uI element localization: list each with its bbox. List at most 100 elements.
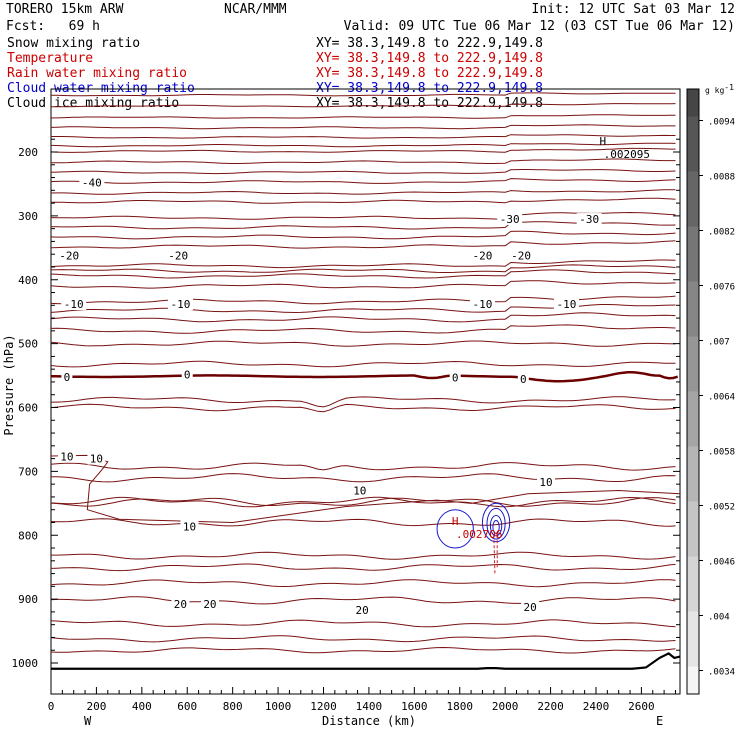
isotherm-line xyxy=(50,360,676,368)
isotherm-line xyxy=(50,189,676,195)
model-title: TORERO 15km ARW xyxy=(6,2,124,17)
colorbar-tick-label: .004 xyxy=(708,613,730,623)
maximum-marker: H xyxy=(599,135,606,148)
isotherm-line xyxy=(51,197,676,204)
isotherm-label-bg xyxy=(497,213,523,226)
isotherm-line xyxy=(50,211,676,220)
cloud-water-contour xyxy=(436,509,474,549)
legend-label: Cloud ice mixing ratio xyxy=(7,96,179,111)
isotherm-label-bg xyxy=(61,370,73,383)
y-tick-label: 200 xyxy=(18,146,38,159)
colorbar-segment xyxy=(687,171,699,227)
maximum-marker: H xyxy=(452,515,459,528)
legend: Snow mixing ratio XY= 38.3,149.8 to 222.9… xyxy=(7,36,543,111)
x-tick-label: 2200 xyxy=(537,700,564,713)
isotherm-label-bg xyxy=(353,603,372,616)
isotherm-label: -30 xyxy=(500,213,520,226)
org-title: NCAR/MMM xyxy=(224,2,287,17)
y-tick-label: 700 xyxy=(18,465,38,478)
colorbar-tick-label: .007 xyxy=(708,338,730,348)
colorbar-frame xyxy=(686,88,700,695)
x-axis-west: W xyxy=(84,714,92,728)
isotherm-line xyxy=(50,124,676,130)
colorbar-tick-label: .0034 xyxy=(708,668,735,678)
cloud-water-contour xyxy=(489,514,503,537)
isotherm-line xyxy=(50,312,676,323)
y-tick-label: 300 xyxy=(18,210,38,223)
x-axis-east: E xyxy=(656,714,663,728)
isotherm-line xyxy=(50,340,676,347)
isotherm-line xyxy=(50,142,676,148)
valid-time: Valid: 09 UTC Tue 06 Mar 12 (03 CST Tue … xyxy=(344,19,735,34)
isotherm-label-bg xyxy=(449,371,461,384)
isotherm-label-bg xyxy=(79,176,105,189)
maximum-value: .002095 xyxy=(604,148,650,161)
x-tick-label: 2000 xyxy=(492,700,519,713)
plot-frame xyxy=(50,88,681,695)
x-axis-label: Distance (km) xyxy=(322,714,416,728)
cloud-water-contour xyxy=(481,502,511,543)
isotherm-line xyxy=(50,518,676,527)
colorbar-tick-label: .0094 xyxy=(708,118,735,128)
isotherm-label: 0 xyxy=(64,371,71,384)
x-tick-label: 600 xyxy=(177,700,197,713)
isotherm-label-bg xyxy=(181,368,193,381)
colorbar-segment xyxy=(687,116,699,172)
isotherm-label-bg xyxy=(469,298,495,311)
isotherm-label: -10 xyxy=(557,298,577,311)
legend-label: Temperature xyxy=(7,51,93,66)
isotherm-label-bg xyxy=(87,452,106,465)
isotherm-line xyxy=(50,240,676,249)
x-tick-label: 1000 xyxy=(265,700,292,713)
isotherm-label-bg xyxy=(521,600,540,613)
zero-isotherm xyxy=(50,371,679,383)
isotherm-label-bg xyxy=(350,484,369,497)
isotherm-line xyxy=(50,462,676,471)
colorbar-segment xyxy=(687,611,699,667)
y-tick-label: 400 xyxy=(18,274,38,287)
isotherm-line xyxy=(50,646,676,654)
x-tick-label: 1400 xyxy=(356,700,383,713)
isotherm-line xyxy=(50,635,676,643)
isotherm-label: 20 xyxy=(524,601,537,614)
rain-contour xyxy=(493,535,496,574)
isotherm-line xyxy=(51,134,676,139)
isotherm-label: 10 xyxy=(90,453,103,466)
isotherm-label-bg xyxy=(517,372,529,385)
isotherm-line xyxy=(50,169,676,175)
isotherm-line xyxy=(50,403,676,413)
isotherm-line xyxy=(50,230,676,240)
forecast-hour: Fcst: 69 h xyxy=(6,19,100,34)
x-tick-label: 1200 xyxy=(310,700,337,713)
x-tick-label: 800 xyxy=(223,700,243,713)
colorbar-tick-label: .0088 xyxy=(708,173,735,183)
cloud-water-contour xyxy=(486,507,506,540)
colorbar-segment xyxy=(687,281,699,337)
legend-xy: XY= 38.3,149.8 to 222.9,149.8 xyxy=(316,66,543,81)
isotherm-line xyxy=(51,396,676,408)
colorbar-tick-label: .0064 xyxy=(708,393,735,403)
isotherm-line xyxy=(50,619,676,628)
isotherm-label-bg xyxy=(553,298,579,311)
x-tick-label: 2600 xyxy=(628,700,655,713)
isotherm-line xyxy=(50,114,676,119)
legend-xy: XY= 38.3,149.8 to 222.9,149.8 xyxy=(316,36,543,51)
isotherm-label: -20 xyxy=(59,249,79,262)
isotherm-label: 10 xyxy=(183,520,196,533)
isotherm-line xyxy=(50,496,676,508)
isotherm-line xyxy=(50,103,676,108)
isotherm-label: 20 xyxy=(203,598,216,611)
x-tick-label: 1800 xyxy=(446,700,473,713)
y-tick-label: 800 xyxy=(18,529,38,542)
isotherm-label-bg xyxy=(61,298,87,311)
isotherm-label: -20 xyxy=(473,249,493,262)
colorbar-tick-label: .0052 xyxy=(708,503,735,513)
isotherm-label: -40 xyxy=(82,177,102,190)
zero-isotherm-line xyxy=(50,371,679,383)
colorbar-segment xyxy=(687,226,699,282)
cloud-water-contours xyxy=(436,502,511,574)
colorbar-unit: g kg-1 xyxy=(705,83,734,95)
colorbar-segment xyxy=(687,666,699,694)
